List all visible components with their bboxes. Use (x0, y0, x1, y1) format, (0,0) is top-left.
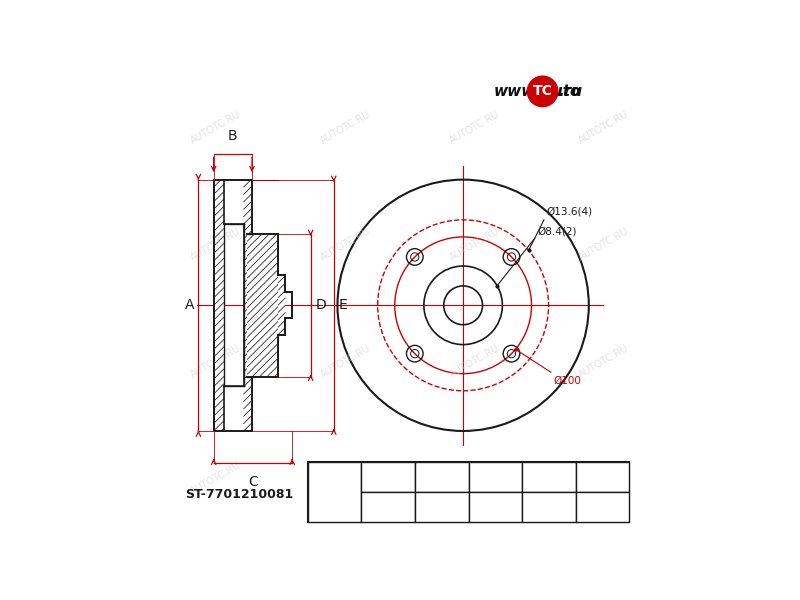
Text: ST-7701210081: ST-7701210081 (185, 488, 293, 501)
Bar (308, 463, 362, 523)
Bar (469, 493, 522, 523)
Text: AUTOTC.RU: AUTOTC.RU (189, 226, 243, 263)
Text: www.Auto: www.Auto (494, 84, 582, 99)
Bar (415, 463, 469, 493)
Bar (247, 233, 278, 377)
Text: .ru: .ru (558, 84, 583, 99)
Text: 61: 61 (540, 500, 558, 514)
Bar (415, 493, 469, 523)
Text: B: B (228, 128, 238, 143)
Text: AUTOTC.RU: AUTOTC.RU (448, 460, 502, 497)
Text: AUTOTC.RU: AUTOTC.RU (189, 460, 243, 497)
Text: AUTOTC.RU: AUTOTC.RU (448, 343, 502, 380)
Bar (278, 275, 286, 335)
Bar (522, 493, 576, 523)
Text: E: E (338, 298, 347, 313)
Text: AUTOTC.RU: AUTOTC.RU (448, 226, 502, 263)
Text: Ø100: Ø100 (554, 376, 581, 386)
Bar (244, 179, 252, 431)
Text: Ø8.4(2): Ø8.4(2) (537, 226, 577, 236)
Text: AUTOTC.RU: AUTOTC.RU (318, 109, 372, 146)
Text: AUTOTC.RU: AUTOTC.RU (318, 226, 372, 263)
Text: A: A (186, 298, 195, 313)
Text: AUTOTC.RU: AUTOTC.RU (318, 343, 372, 380)
Text: B: B (437, 470, 446, 484)
Text: AUTOTC.RU: AUTOTC.RU (318, 460, 372, 497)
Text: C: C (490, 470, 500, 484)
Bar (576, 463, 630, 493)
Text: D: D (315, 298, 326, 313)
Text: AUTOTC.RU: AUTOTC.RU (577, 343, 631, 380)
Text: Ø13.6(4): Ø13.6(4) (546, 206, 593, 216)
Text: ОТВ.: ОТВ. (320, 478, 350, 491)
Text: AUTOTC.RU: AUTOTC.RU (577, 460, 631, 497)
Text: AUTOTC.RU: AUTOTC.RU (189, 109, 243, 146)
Text: AUTOTC.RU: AUTOTC.RU (577, 109, 631, 146)
Text: C: C (248, 475, 258, 489)
Text: A: A (383, 470, 393, 484)
Text: D: D (544, 470, 554, 484)
Bar (362, 493, 415, 523)
Bar (308, 463, 630, 523)
Text: 4: 4 (328, 488, 342, 508)
Text: AUTOTC.RU: AUTOTC.RU (577, 226, 631, 263)
Text: 43.9: 43.9 (480, 500, 511, 514)
Text: 22: 22 (433, 500, 450, 514)
Bar (522, 463, 576, 493)
Text: 135.8: 135.8 (583, 500, 622, 514)
Bar (576, 493, 630, 523)
Text: E: E (598, 470, 607, 484)
Text: 258: 258 (375, 500, 402, 514)
Bar (362, 463, 415, 493)
Text: AUTOTC.RU: AUTOTC.RU (448, 109, 502, 146)
Circle shape (527, 76, 558, 107)
Text: TC: TC (533, 84, 553, 98)
Bar (214, 179, 224, 431)
Bar (469, 463, 522, 493)
Text: AUTOTC.RU: AUTOTC.RU (189, 343, 243, 380)
